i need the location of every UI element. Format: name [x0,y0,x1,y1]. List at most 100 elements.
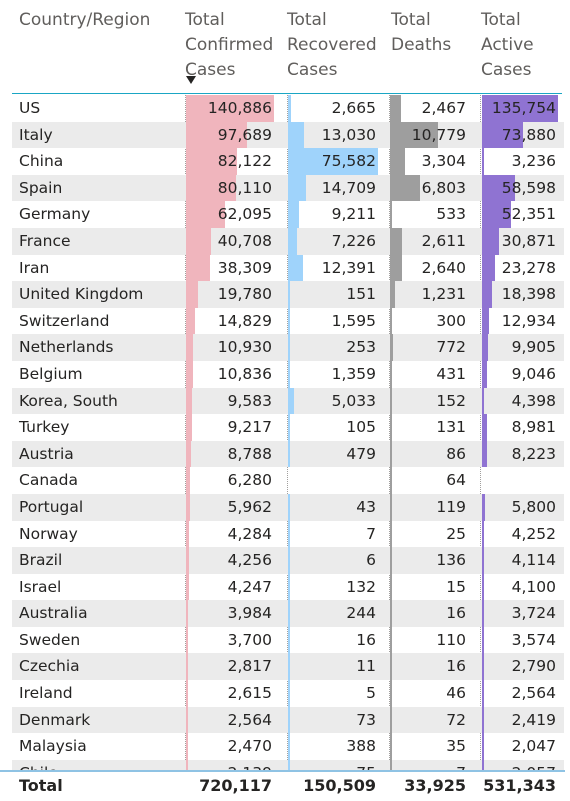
recovered-databar [288,334,290,361]
active-databar [482,440,487,468]
confirmed-databar [186,520,189,548]
table-row[interactable]: Norway 4,284 7 25 4,252 [12,520,564,548]
deaths-value: 152 [436,391,466,410]
active-value: 4,100 [511,577,556,596]
confirmed-databar [186,148,238,175]
confirmed-databar [186,334,193,361]
table-row[interactable]: Switzerland 14,829 1,595 300 12,934 [12,307,564,335]
table-row[interactable]: Chile2,139 75 7 2,057 [12,759,564,770]
header-confirmed-line3: Cases [185,60,236,80]
recovered-value: 75 [288,760,376,770]
country-name: Chile [19,760,184,770]
deaths-databar [390,733,392,760]
country-name: Netherlands [19,338,114,357]
table-row[interactable]: Turkey 9,217 105 131 8,981 [12,414,564,441]
column-separator [389,95,390,770]
header-country[interactable]: Country/Region [19,8,179,101]
deaths-value: 300 [436,311,466,330]
confirmed-value: 3,984 [227,604,272,623]
deaths-databar [390,600,392,627]
active-value: 8,981 [511,418,556,437]
table-row[interactable]: Italy 97,689 13,030 10,779 73,880 [12,121,564,149]
header-confirmed[interactable]: Total Confirmed Cases [185,8,285,101]
header-active-line3: Cases [481,60,532,80]
country-name: Australia [19,604,88,623]
country-name: France [19,231,71,250]
table-row[interactable]: US 140,886 2,665 2,467 135,754 [12,95,564,122]
table-row[interactable]: Canada 6,280 64 [12,467,564,494]
confirmed-databar [186,733,188,760]
active-databar [482,360,488,388]
table-row[interactable]: Czechia 2,817 11 16 2,790 [12,653,564,681]
table-row[interactable]: Israel 4,247 132 15 4,100 [12,573,564,601]
country-name: Sweden [19,630,81,649]
deaths-databar [390,680,392,707]
recovered-value: 7 [366,524,376,543]
deaths-value: 86 [446,444,466,463]
table-row[interactable]: Sweden 3,700 16 110 3,574 [12,626,564,654]
country-name: United Kingdom [19,285,144,304]
table-row[interactable]: Portugal 5,962 43 119 5,800 [12,493,564,521]
active-databar [482,307,490,335]
header-recovered[interactable]: Total Recovered Cases [287,8,387,101]
confirmed-databar [186,547,189,574]
recovered-databar [288,254,303,282]
table-row[interactable]: United Kingdom 19,780 151 1,231 18,398 [12,281,564,308]
recovered-databar [288,520,290,548]
confirmed-value: 2,817 [227,657,272,676]
confirmed-databar [186,573,189,601]
recovered-value: 2,665 [331,99,376,117]
sort-descending-icon[interactable] [186,76,196,84]
active-value: 2,047 [511,737,556,756]
header-country-label: Country/Region [19,10,151,30]
header-active-line1: Total [481,10,521,30]
active-value: 12,934 [501,311,556,330]
table-row[interactable]: Korea, South 9,583 5,033 152 4,398 [12,387,564,415]
deaths-value: 64 [446,471,466,490]
active-databar [482,626,484,654]
table-row[interactable]: Spain 80,110 14,709 6,803 58,598 [12,174,564,202]
table-row[interactable]: Iran 38,309 12,391 2,640 23,278 [12,254,564,282]
table-row[interactable]: Brazil 4,256 6 136 4,114 [12,547,564,574]
table-row[interactable]: Ireland 2,615 5 46 2,564 [12,680,564,707]
table-row[interactable]: France 40,708 7,226 2,611 30,871 [12,227,564,255]
header-recovered-line2: Recovered [287,35,377,55]
table-row[interactable]: Malaysia 2,470 388 35 2,047 [12,733,564,760]
table-body[interactable]: US 140,886 2,665 2,467 135,754 Italy 97,689 13,… [12,95,564,770]
table-row[interactable]: Germany 62,095 9,211 533 52,351 [12,201,564,228]
table-row[interactable]: Netherlands 10,930 253 772 9,905 [12,334,564,361]
country-name: Denmark [19,710,91,729]
table-row[interactable]: Austria 8,788 479 86 8,223 [12,440,564,468]
header-deaths[interactable]: Total Deaths [391,8,476,101]
recovered-databar [288,653,290,681]
recovered-databar [288,95,292,122]
confirmed-value: 14,829 [217,311,272,330]
active-value: 2,564 [511,684,556,703]
confirmed-databar [186,759,188,770]
country-name: Brazil [19,551,63,570]
column-separator [287,95,288,770]
recovered-value: 5,033 [331,391,376,410]
table-row[interactable]: China 82,122 75,582 3,304 3,236 [12,148,564,175]
active-value [482,467,556,494]
recovered-value: 13,030 [321,125,376,144]
recovered-databar [288,307,290,335]
country-name: China [19,152,64,171]
active-value: 30,871 [501,231,556,250]
recovered-databar [288,227,297,255]
table-row[interactable]: Denmark 2,564 73 72 2,419 [12,706,564,734]
recovered-value: 1,359 [331,364,376,383]
deaths-value: 1,231 [421,285,466,304]
header-deaths-line1: Total [391,10,431,30]
confirmed-value: 80,110 [217,178,272,197]
header-active[interactable]: Total Active Cases [481,8,566,101]
deaths-databar [390,520,392,548]
deaths-value: 6,803 [421,178,466,197]
deaths-databar [390,626,392,654]
deaths-databar [390,281,396,308]
confirmed-databar [186,626,189,654]
table-row[interactable]: Belgium 10,836 1,359 431 9,046 [12,360,564,388]
recovered-value: 12,391 [321,258,376,277]
table-row[interactable]: Australia 3,984 244 16 3,724 [12,600,564,627]
deaths-databar [390,201,393,228]
